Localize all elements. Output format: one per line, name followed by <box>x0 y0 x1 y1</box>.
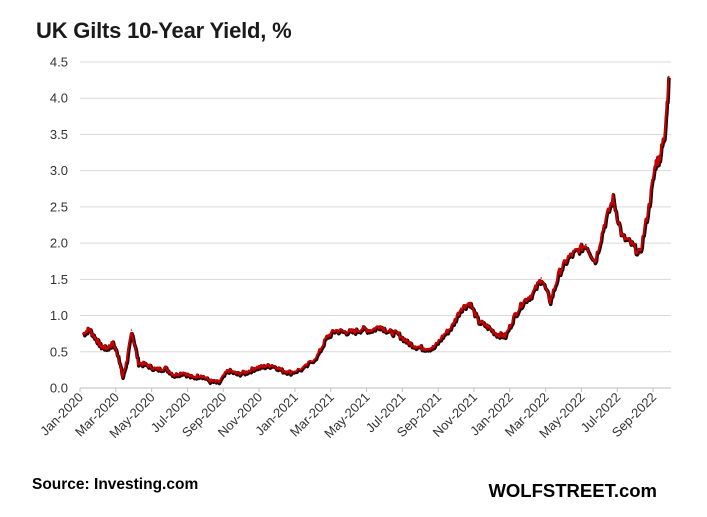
data-point <box>621 235 623 237</box>
data-point <box>659 155 661 157</box>
data-point <box>370 329 372 331</box>
data-point <box>638 253 641 255</box>
data-point <box>361 327 363 330</box>
data-point <box>289 371 292 373</box>
data-point <box>155 368 157 371</box>
data-point <box>540 277 542 279</box>
data-point <box>486 325 489 328</box>
data-point <box>325 336 328 339</box>
data-point <box>654 162 657 165</box>
data-point <box>647 206 650 208</box>
data-point <box>262 365 265 368</box>
y-tick-label: 2.5 <box>50 199 68 214</box>
data-point <box>432 346 435 349</box>
data-point <box>629 242 632 244</box>
data-point <box>441 335 444 337</box>
data-point <box>209 380 211 382</box>
data-point <box>137 361 139 364</box>
data-point <box>126 358 128 360</box>
gridlines <box>79 61 671 392</box>
data-point <box>343 330 346 333</box>
data-point <box>227 369 229 371</box>
data-point <box>397 332 399 335</box>
data-point <box>100 345 102 347</box>
data-point <box>235 372 238 375</box>
y-tick-label: 0.5 <box>50 344 68 359</box>
y-tick-label: 2.0 <box>50 236 68 251</box>
y-axis-tick-labels: 0.0 0.5 1.0 1.5 2.0 2.5 3.0 3.5 4.0 4.5 <box>50 55 68 396</box>
data-point <box>379 324 381 327</box>
data-point <box>106 347 108 350</box>
data-point <box>94 336 96 339</box>
data-point <box>146 364 148 366</box>
series-line-shadow <box>82 76 671 386</box>
data-point <box>88 327 90 330</box>
data-point <box>477 320 480 323</box>
y-tick-label: 4.5 <box>50 55 68 70</box>
data-point <box>121 376 124 378</box>
series-layer <box>82 75 671 386</box>
data-point <box>303 366 305 369</box>
source-note: Source: Investing.com <box>32 476 199 493</box>
data-point <box>406 340 408 343</box>
data-point <box>112 342 114 344</box>
data-point <box>388 330 390 333</box>
data-point <box>117 354 119 357</box>
data-point <box>495 332 498 335</box>
y-tick-label: 1.5 <box>50 272 68 287</box>
chart-title: UK Gilts 10-Year Yield, % <box>36 18 292 43</box>
data-point <box>191 376 193 378</box>
series-line <box>82 76 670 384</box>
y-tick-label: 0.0 <box>50 381 68 396</box>
data-point <box>182 371 184 373</box>
data-point <box>522 300 525 302</box>
data-point <box>450 325 453 328</box>
data-point <box>200 374 202 376</box>
data-point <box>82 332 84 335</box>
data-point <box>558 271 560 273</box>
y-tick-label: 3.0 <box>50 163 68 178</box>
data-point <box>352 330 354 333</box>
data-point <box>218 381 220 384</box>
y-tick-label: 4.0 <box>50 91 68 106</box>
data-point <box>253 366 256 369</box>
data-point <box>468 301 471 304</box>
data-point <box>513 314 516 317</box>
brand-watermark: WOLFSTREET.com <box>488 480 657 501</box>
y-tick-label: 3.5 <box>50 127 68 142</box>
data-point <box>271 364 274 366</box>
data-point <box>585 243 587 246</box>
data-point <box>663 133 666 136</box>
data-point <box>316 354 319 357</box>
data-point <box>244 371 247 373</box>
data-point <box>668 75 670 78</box>
data-point <box>567 256 569 259</box>
data-point <box>424 347 426 350</box>
data-point <box>504 335 507 337</box>
yield-line-chart: 0.0 0.5 1.0 1.5 2.0 2.5 3.0 3.5 4.0 4.5 Jan-2020M… <box>37 55 671 441</box>
data-point <box>531 293 533 295</box>
y-tick-label: 1.0 <box>50 308 68 323</box>
data-point <box>612 197 614 199</box>
data-point <box>280 369 283 371</box>
data-point <box>130 329 133 331</box>
data-point <box>415 345 417 347</box>
data-point <box>173 374 175 376</box>
data-point <box>594 260 596 263</box>
data-point <box>334 329 337 331</box>
data-point <box>549 300 551 302</box>
data-point <box>576 249 578 252</box>
x-axis-tick-labels: Jan-2020Mar-2020May-2020Jul-2020Sep-2020… <box>37 390 659 441</box>
data-point <box>603 224 605 226</box>
data-point <box>459 307 462 310</box>
data-point <box>164 366 166 369</box>
